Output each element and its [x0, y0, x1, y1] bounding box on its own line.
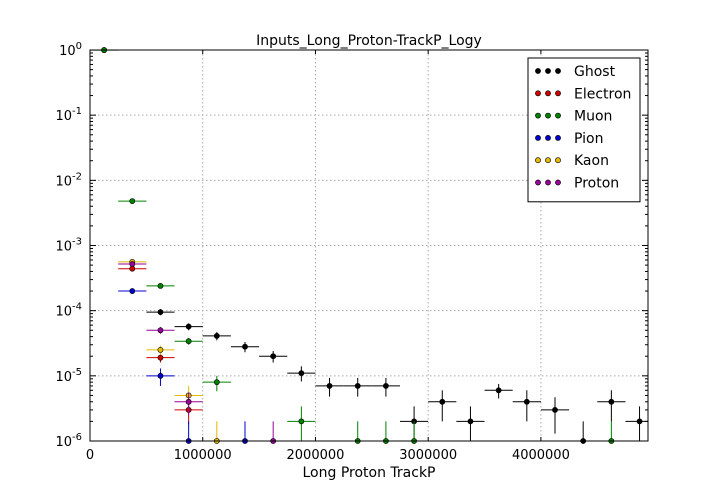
legend-label: Electron: [574, 86, 631, 102]
y-tick-label-base: 10: [55, 370, 72, 385]
legend-marker: [555, 179, 561, 186]
legend-marker: [545, 90, 551, 97]
x-tick-label: 3000000: [399, 448, 457, 463]
data-point: [326, 383, 333, 389]
y-tick-label-exponent: -1: [72, 106, 82, 117]
legend-marker: [545, 157, 551, 164]
legend-marker: [535, 112, 541, 119]
data-point: [523, 398, 530, 405]
x-tick-label: 1000000: [174, 448, 232, 463]
data-point: [495, 387, 502, 394]
legend-marker: [555, 157, 561, 164]
y-tick-label-exponent: -6: [72, 432, 82, 443]
legend-marker: [555, 90, 561, 97]
legend-item-kaon: Kaon: [535, 153, 609, 169]
data-point: [157, 372, 164, 379]
data-point: [298, 370, 305, 377]
legend-label: Proton: [574, 176, 619, 192]
legend-item-proton: Proton: [535, 176, 619, 192]
y-tick-label-exponent: 0: [76, 41, 82, 52]
data-point: [129, 265, 136, 272]
x-axis-title: Long Proton TrackP: [303, 465, 436, 481]
legend-marker: [545, 134, 551, 141]
legend-marker: [535, 68, 541, 74]
y-tick-label-exponent: -3: [72, 237, 82, 248]
data-point: [439, 398, 446, 405]
chart-title: Inputs_Long_Proton-TrackP_Logy: [256, 33, 482, 49]
y-tick-label-exponent: -4: [72, 302, 82, 313]
data-point: [157, 327, 164, 334]
legend-item-muon: Muon: [535, 109, 612, 125]
y-tick-label: 10-1: [55, 106, 82, 124]
x-tick-label: 4000000: [512, 448, 570, 463]
data-point: [157, 282, 164, 289]
data-point: [185, 323, 192, 330]
data-point: [129, 198, 136, 205]
data-point: [467, 418, 474, 425]
data-point: [213, 379, 220, 386]
legend-label: Pion: [574, 131, 603, 147]
y-tick-label-base: 10: [55, 435, 72, 450]
x-tick-label: 2000000: [287, 448, 345, 463]
data-point: [608, 398, 615, 405]
data-point: [157, 347, 164, 353]
x-tick-label: 0: [86, 448, 94, 463]
data-point: [636, 418, 643, 425]
legend-marker: [535, 90, 541, 97]
legend-item-ghost: Ghost: [535, 64, 616, 80]
legend-marker: [555, 134, 561, 141]
data-point: [185, 338, 192, 345]
y-tick-label-base: 10: [55, 305, 72, 320]
legend-marker: [545, 68, 551, 74]
data-point: [129, 288, 136, 294]
data-point: [157, 309, 164, 316]
legend-label: Ghost: [574, 64, 616, 80]
y-tick-label: 10-3: [55, 237, 82, 255]
plot-frame: [89, 49, 649, 442]
y-tick-label: 10-5: [55, 367, 82, 385]
legend-box: [527, 57, 641, 203]
y-tick-label-exponent: -5: [72, 367, 82, 378]
legend-marker: [555, 68, 561, 74]
data-point: [242, 343, 248, 350]
y-tick-label: 10-4: [55, 302, 82, 320]
tick-labels: 0 1000000 2000000 3000000 400000010010-110-2…: [55, 41, 569, 463]
data-point: [383, 383, 389, 389]
legend-label: Kaon: [574, 153, 609, 169]
y-tick-label-base: 10: [55, 174, 72, 189]
data-point: [129, 261, 136, 267]
legend: Ghost Electron Muon Pion Kaon Proton: [527, 57, 641, 203]
data-point: [354, 383, 361, 389]
legend-item-pion: Pion: [535, 131, 603, 147]
y-tick-label: 10-2: [55, 171, 82, 189]
legend-marker: [535, 179, 541, 186]
data-point: [185, 398, 192, 405]
y-tick-label: 10-6: [55, 432, 82, 450]
data-point: [270, 353, 277, 360]
y-tick-label: 100: [59, 41, 82, 59]
y-tick-label-base: 10: [55, 240, 72, 255]
data-point: [213, 333, 220, 339]
legend-marker: [535, 157, 541, 164]
y-tick-label-exponent: -2: [72, 171, 82, 182]
data-point: [298, 418, 305, 425]
data-point: [157, 354, 164, 361]
legend-label: Muon: [574, 109, 612, 125]
y-tick-label-base: 10: [55, 109, 72, 124]
legend-marker: [555, 112, 561, 119]
legend-marker: [535, 134, 541, 141]
legend-marker: [545, 179, 551, 186]
data-point: [552, 407, 558, 413]
y-tick-label-base: 10: [59, 44, 76, 59]
legend-item-electron: Electron: [535, 86, 631, 102]
legend-marker: [545, 112, 551, 119]
